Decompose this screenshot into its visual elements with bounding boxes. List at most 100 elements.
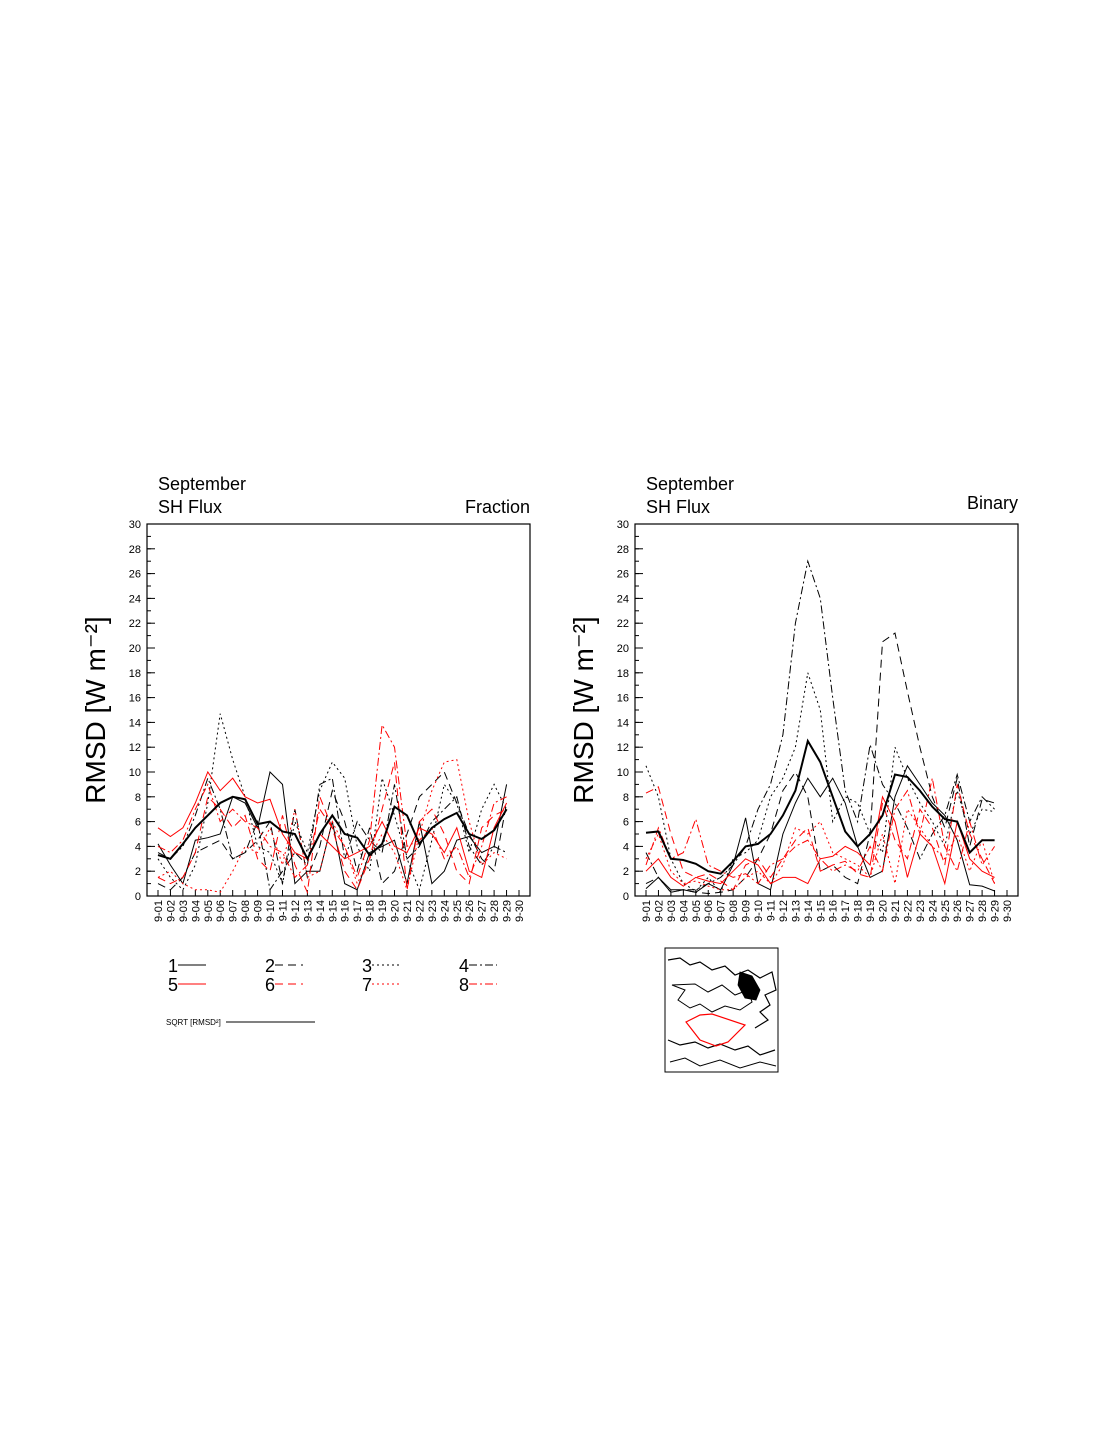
y-tick-label: 18 (129, 668, 141, 680)
y-tick-label: 2 (135, 866, 141, 878)
legend-label: 7 (362, 975, 372, 995)
y-tick-label: 24 (617, 593, 629, 605)
x-tick-label: 9-12 (778, 900, 790, 922)
y-tick-label: 8 (135, 792, 141, 804)
x-tick-label: 9-15 (327, 900, 339, 922)
x-tick-label: 9-01 (153, 900, 165, 922)
series-line (157, 795, 508, 862)
series-line (157, 713, 508, 892)
chart-subtitle: SH Flux (646, 497, 710, 517)
y-tick-label: 10 (617, 767, 629, 779)
x-tick-label: 9-25 (940, 900, 952, 922)
plot-frame (146, 523, 531, 897)
x-tick-label: 9-06 (215, 900, 227, 922)
x-tick-label: 9-19 (865, 900, 877, 922)
x-tick-label: 9-07 (228, 900, 240, 922)
x-tick-label: 9-29 (990, 900, 1002, 922)
x-tick-label: 9-30 (1002, 900, 1014, 922)
plot-area (157, 713, 508, 895)
series-line (645, 738, 995, 875)
x-tick-label: 9-04 (678, 900, 690, 922)
x-tick-label: 9-13 (790, 900, 802, 922)
y-tick-label: 6 (135, 817, 141, 829)
legend-label: 4 (459, 956, 469, 976)
x-tick-label: 9-22 (902, 900, 914, 922)
y-tick-label: 30 (129, 519, 141, 531)
x-tick-label: 9-04 (190, 900, 202, 922)
y-tick-label: 22 (129, 618, 141, 630)
chart-title: September (158, 474, 246, 494)
x-tick-label: 9-06 (703, 900, 715, 922)
x-tick-label: 9-27 (965, 900, 977, 922)
series-line (645, 672, 995, 894)
x-tick-label: 9-11 (765, 900, 777, 921)
x-tick-label: 9-03 (666, 900, 678, 922)
y-tick-label: 16 (129, 693, 141, 705)
y-tick-label: 20 (617, 643, 629, 655)
series-line (645, 764, 995, 893)
x-tick-label: 9-07 (716, 900, 728, 922)
y-tick-label: 26 (617, 569, 629, 581)
y-tick-label: 14 (617, 717, 629, 729)
x-tick-label: 9-21 (890, 900, 902, 922)
x-tick-label: 9-14 (315, 900, 327, 922)
x-tick-label: 9-29 (502, 900, 514, 922)
chart-subtitle: SH Flux (158, 497, 222, 517)
y-tick-label: 4 (623, 841, 629, 853)
x-tick-label: 9-13 (302, 900, 314, 922)
x-tick-label: 9-05 (203, 900, 215, 922)
x-tick-label: 9-21 (402, 900, 414, 922)
x-tick-label: 9-23 (427, 900, 439, 922)
y-tick-label: 24 (129, 593, 141, 605)
x-tick-label: 9-08 (240, 900, 252, 922)
legend-label: 5 (168, 975, 178, 995)
y-tick-label: 4 (135, 841, 141, 853)
x-tick-label: 9-17 (352, 900, 364, 922)
x-tick-label: 9-16 (340, 900, 352, 922)
chart-title: September (646, 474, 734, 494)
series-line (157, 770, 508, 879)
y-tick-label: 30 (617, 519, 629, 531)
series-line (157, 771, 508, 891)
legend-label: 6 (265, 975, 275, 995)
plot-area (645, 559, 996, 895)
x-tick-label: 9-26 (952, 900, 964, 922)
y-tick-label: 6 (623, 817, 629, 829)
y-tick-label: 28 (617, 544, 629, 556)
y-tick-label: 0 (623, 891, 629, 903)
series-line (645, 807, 996, 891)
x-tick-label: 9-15 (815, 900, 827, 922)
x-tick-label: 9-02 (653, 900, 665, 922)
x-tick-label: 9-20 (390, 900, 402, 922)
legend-label: 2 (265, 956, 275, 976)
x-tick-label: 9-26 (464, 900, 476, 922)
y-tick-label: 26 (129, 569, 141, 581)
y-axis-label: RMSD [W m⁻²] (568, 616, 599, 803)
y-tick-label: 12 (129, 742, 141, 754)
x-tick-label: 9-09 (253, 900, 265, 922)
x-tick-label: 9-24 (927, 900, 939, 922)
y-tick-label: 12 (617, 742, 629, 754)
x-tick-label: 9-09 (741, 900, 753, 922)
series-line (645, 559, 995, 893)
series-line (157, 759, 507, 893)
x-tick-label: 9-19 (377, 900, 389, 922)
series-line (645, 784, 996, 891)
x-tick-label: 9-28 (489, 900, 501, 922)
legend-label: 3 (362, 956, 372, 976)
x-tick-label: 9-14 (803, 900, 815, 922)
panel-label: Fraction (465, 497, 530, 517)
y-tick-label: 0 (135, 891, 141, 903)
x-tick-label: 9-28 (977, 900, 989, 922)
x-tick-label: 9-18 (365, 900, 377, 922)
series-line (645, 778, 996, 885)
y-tick-label: 20 (129, 643, 141, 655)
x-tick-label: 9-01 (641, 900, 653, 922)
legend-label: 8 (459, 975, 469, 995)
legend: 1 2 3 4 5 6 7 8 SQRT [RMSD²] (166, 956, 497, 1027)
y-tick-label: 16 (617, 693, 629, 705)
y-tick-label: 14 (129, 717, 141, 729)
series-line (157, 723, 507, 879)
